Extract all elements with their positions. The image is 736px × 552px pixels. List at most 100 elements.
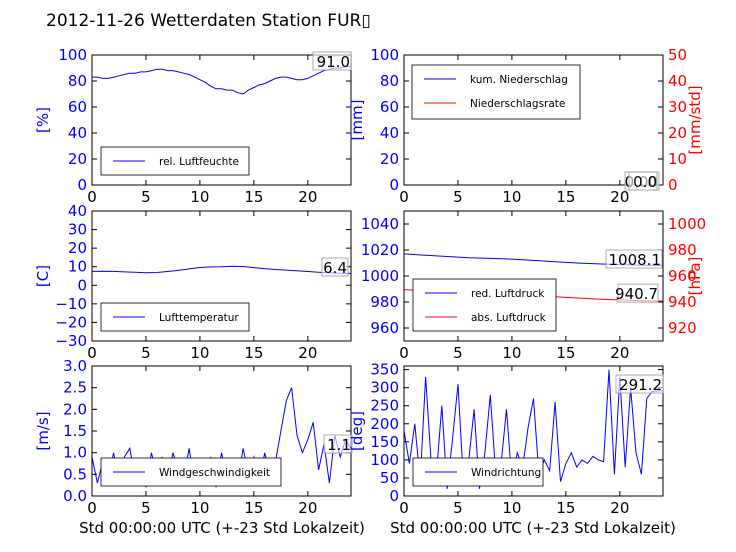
windspeed-legend-label: Windgeschwindigkeit: [159, 467, 270, 479]
precipitation-ytick-label: 60: [380, 98, 399, 116]
pressure-annotation2-text: 940.7: [615, 285, 658, 303]
pressure-panel: 0 5 10 15 20 960 980 1000 1020 1040 920 940 960 980 10…: [361, 210, 706, 362]
winddirection-ytick-label: 250: [370, 397, 399, 415]
winddirection-ylabel: [deg]: [348, 411, 366, 451]
temperature-xtick-label: 0: [87, 344, 97, 362]
windspeed-xtick-label: 5: [141, 499, 151, 517]
humidity-legend-label: rel. Luftfeuchte: [159, 156, 239, 168]
windspeed-xtick-label: 10: [190, 499, 209, 517]
winddirection-annotation-box: [615, 374, 664, 394]
x-axis-caption-left: Std 00:00:00 UTC (+-23 Std Lokalzeit): [79, 519, 365, 537]
precipitation-ytick-right-label: 30: [668, 98, 687, 116]
temperature-xtick-label: 15: [244, 344, 263, 362]
temperature-series-1: [91, 265, 352, 274]
winddirection-legend: Windrichtung: [412, 457, 544, 487]
winddirection-xtick-label: 5: [453, 499, 463, 517]
temperature-frame: [91, 210, 352, 342]
humidity-xtick-label: 15: [244, 188, 263, 206]
humidity-xtick-label: 10: [190, 188, 209, 206]
temperature-ytick-label: 40: [68, 202, 87, 220]
winddirection-ytick-label: 50: [380, 469, 399, 487]
precipitation-legend-box: [411, 64, 581, 120]
pressure-legend-label: red. Luftdruck: [471, 288, 545, 300]
precipitation-ylabel-right: [mm/std]: [686, 85, 704, 154]
pressure-xtick-label: 10: [502, 344, 521, 362]
winddirection-legend-label: Windrichtung: [471, 467, 541, 479]
windspeed-ytick-label: 2.5: [63, 379, 87, 397]
humidity-ytick-label: 0: [77, 176, 87, 194]
x-axis-caption-right: Std 00:00:00 UTC (+-23 Std Lokalzeit): [390, 519, 676, 537]
pressure-legend-label: abs. Luftdruck: [471, 312, 547, 324]
winddirection-ytick-label: 200: [370, 415, 399, 433]
humidity-xtick-label: 0: [87, 188, 97, 206]
winddirection-ytick-label: 0: [389, 487, 399, 505]
windspeed-ytick-label: 1.0: [63, 444, 87, 462]
winddirection-panel: 0 5 10 15 20050100150200250300350[deg]Windri…: [348, 361, 664, 517]
precipitation-annotation: 0.000.0: [625, 171, 660, 191]
humidity-ytick-label: 40: [68, 124, 87, 142]
temperature-xtick-label: 5: [141, 344, 151, 362]
humidity-ytick-label: 100: [58, 46, 87, 64]
windspeed-xtick-label: 15: [244, 499, 263, 517]
windspeed-annotation: 1.1: [323, 434, 353, 454]
precipitation-annotation2-text: 0.0: [633, 173, 657, 191]
winddirection-annotation-text: 291.2: [619, 376, 662, 394]
precipitation-ylabel: [mm]: [348, 100, 366, 141]
winddirection-annotation: 291.2: [615, 374, 664, 394]
precipitation-xtick-label: 15: [556, 188, 575, 206]
temperature-ylabel: [C]: [34, 265, 52, 287]
pressure-ytick-label: 960: [370, 319, 399, 337]
pressure-ytick-right-label: 960: [668, 267, 697, 285]
windspeed-ytick-label: 0.0: [63, 487, 87, 505]
windspeed-ytick-label: 1.5: [63, 422, 87, 440]
winddirection-xtick-label: 0: [399, 499, 409, 517]
precipitation-annotation2-box: [628, 171, 658, 191]
pressure-xtick-label: 5: [453, 344, 463, 362]
pressure-xtick-label: 20: [610, 344, 629, 362]
windspeed-ylabel: [m/s]: [34, 411, 52, 450]
windspeed-panel: 0 5 10 15 20 0.0 0.5 1.0 1.5 2.0 2.5 3.0 [m/s] Windge…: [34, 357, 353, 517]
humidity-ylabel: [%]: [34, 107, 52, 133]
pressure-legend: red. Luftdruck abs. Luftdruck: [412, 278, 557, 332]
pressure-xtick-label: 15: [556, 344, 575, 362]
temperature-ytick-label: 30: [68, 221, 87, 239]
humidity-annotation-text: 91.0: [317, 53, 350, 71]
winddirection-xtick-label: 20: [610, 499, 629, 517]
chart-title: 2012-11-26 Wetterdaten Station FUR▯: [46, 11, 371, 31]
precipitation-xtick-label: 10: [502, 188, 521, 206]
precipitation-ytick-label: 100: [370, 46, 399, 64]
temperature-ytick-label: −20: [55, 313, 87, 331]
precipitation-ytick-label: 80: [380, 72, 399, 90]
pressure-ylabel-right: [hPa]: [686, 257, 704, 296]
humidity-ytick-label: 80: [68, 72, 87, 90]
temperature-ytick-label: 20: [68, 239, 87, 257]
precipitation-frame: [403, 54, 664, 186]
windspeed-ytick-label: 3.0: [63, 357, 87, 375]
pressure-annotation: 1008.1 940.7: [605, 249, 663, 303]
precipitation-xtick-label: 20: [610, 188, 629, 206]
pressure-ytick-label: 1000: [361, 267, 399, 285]
temperature-xtick-label: 20: [298, 344, 317, 362]
winddirection-xtick-label: 15: [556, 499, 575, 517]
pressure-ytick-right-label: 920: [668, 319, 697, 337]
windspeed-annotation-box: [323, 434, 353, 454]
pressure-annotation-box: [605, 249, 663, 269]
precipitation-xtick-label: 0: [399, 188, 409, 206]
winddirection-ytick-label: 300: [370, 379, 399, 397]
windspeed-xtick-label: 0: [87, 499, 97, 517]
temperature-ytick-label: 0: [77, 276, 87, 294]
winddirection-ytick-label: 100: [370, 451, 399, 469]
precipitation-ytick-right-label: 40: [668, 72, 687, 90]
pressure-ytick-label: 1040: [361, 215, 399, 233]
winddirection-ytick-label: 350: [370, 361, 399, 379]
winddirection-xtick-label: 10: [502, 499, 521, 517]
precipitation-ytick-right-label: 50: [668, 46, 687, 64]
precipitation-ytick-right-label: 10: [668, 150, 687, 168]
pressure-ytick-label: 1020: [361, 241, 399, 259]
winddirection-ytick-label: 150: [370, 433, 399, 451]
humidity-series-1: [92, 66, 351, 95]
precipitation-ytick-label: 40: [380, 124, 399, 142]
temperature-ytick-label: −30: [55, 332, 87, 350]
humidity-xtick-label: 5: [141, 188, 151, 206]
